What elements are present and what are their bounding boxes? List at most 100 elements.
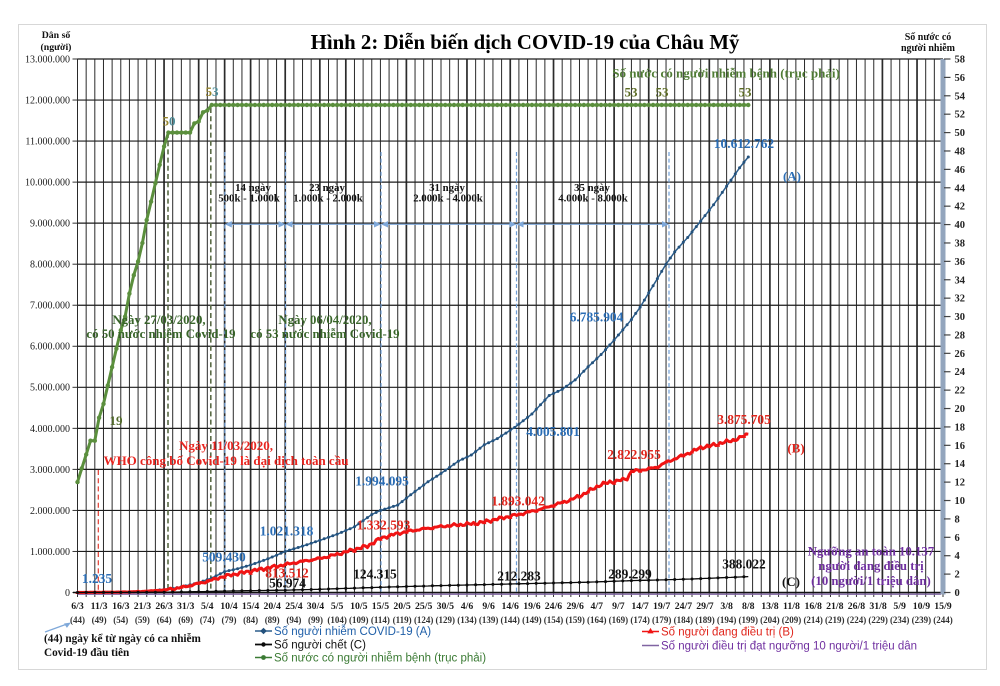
- svg-text:người nhiễm: người nhiễm: [901, 43, 956, 54]
- svg-text:16/3: 16/3: [112, 601, 130, 612]
- svg-text:(94): (94): [286, 615, 301, 625]
- svg-text:25/5: 25/5: [415, 601, 433, 612]
- svg-text:50: 50: [955, 128, 966, 139]
- svg-text:(239): (239): [912, 615, 932, 625]
- svg-text:20: 20: [955, 404, 966, 415]
- svg-text:32: 32: [955, 294, 966, 305]
- svg-text:(224): (224): [847, 615, 867, 625]
- svg-text:(10 người/1 triệu dân): (10 người/1 triệu dân): [811, 574, 931, 588]
- svg-text:(174): (174): [630, 615, 650, 625]
- svg-text:30/4: 30/4: [307, 601, 325, 612]
- svg-text:19: 19: [110, 413, 124, 428]
- svg-text:Ngưỡng an toàn 10.137: Ngưỡng an toàn 10.137: [808, 545, 935, 559]
- svg-text:9/6: 9/6: [482, 601, 495, 612]
- svg-text:(164): (164): [587, 615, 607, 625]
- svg-text:(44) ngày kể từ ngày có ca nhi: (44) ngày kể từ ngày có ca nhiễm: [44, 633, 201, 645]
- svg-text:Số nước có người nhiễm bệnh (t: Số nước có người nhiễm bệnh (trục phải): [274, 652, 486, 665]
- svg-text:9/7: 9/7: [612, 601, 625, 612]
- svg-text:26/3: 26/3: [155, 601, 173, 612]
- svg-text:5/9: 5/9: [893, 601, 906, 612]
- svg-text:5/5: 5/5: [331, 601, 344, 612]
- svg-text:(204): (204): [760, 615, 780, 625]
- svg-text:1.000k - 2.000k: 1.000k - 2.000k: [293, 193, 363, 205]
- svg-text:30: 30: [955, 312, 966, 323]
- svg-text:18: 18: [955, 422, 966, 433]
- svg-text:48: 48: [955, 146, 966, 157]
- svg-text:(người): (người): [41, 42, 72, 53]
- svg-text:24/6: 24/6: [545, 601, 563, 612]
- svg-text:44: 44: [955, 183, 966, 194]
- svg-text:10/4: 10/4: [220, 601, 238, 612]
- svg-text:6/3: 6/3: [71, 601, 84, 612]
- svg-text:21/8: 21/8: [826, 601, 844, 612]
- svg-text:(104): (104): [327, 615, 347, 625]
- svg-text:36: 36: [955, 257, 966, 268]
- svg-text:56.974: 56.974: [269, 576, 306, 591]
- svg-text:(59): (59): [135, 615, 150, 625]
- svg-text:38: 38: [955, 238, 966, 249]
- svg-text:Số người đang điều trị (B): Số người đang điều trị (B): [661, 627, 794, 639]
- svg-text:(69): (69): [178, 615, 193, 625]
- svg-text:16/8: 16/8: [804, 601, 822, 612]
- svg-text:(64): (64): [157, 615, 172, 625]
- svg-text:46: 46: [955, 165, 966, 176]
- svg-text:6: 6: [955, 533, 960, 544]
- svg-text:15/4: 15/4: [242, 601, 260, 612]
- svg-text:(139): (139): [479, 615, 499, 625]
- svg-text:(159): (159): [565, 615, 585, 625]
- svg-text:(144): (144): [500, 615, 520, 625]
- svg-text:8: 8: [955, 514, 960, 525]
- svg-text:10.612.762: 10.612.762: [714, 136, 775, 151]
- svg-text:813.512: 813.512: [265, 566, 309, 581]
- svg-text:(184): (184): [674, 615, 694, 625]
- svg-text:(119): (119): [393, 615, 412, 625]
- svg-text:4/6: 4/6: [461, 601, 474, 612]
- svg-text:(244): (244): [933, 615, 953, 625]
- svg-text:3/8: 3/8: [720, 601, 733, 612]
- svg-text:Số người điều trị đạt ngưỡng 1: Số người điều trị đạt ngưỡng 10 người/1 …: [661, 641, 917, 653]
- svg-text:0: 0: [955, 588, 960, 599]
- svg-text:16: 16: [955, 441, 966, 452]
- svg-text:Ngày 06/04/2020,: Ngày 06/04/2020,: [278, 313, 371, 327]
- svg-text:2.822.955: 2.822.955: [607, 447, 661, 462]
- svg-text:42: 42: [955, 202, 966, 213]
- svg-text:14/6: 14/6: [501, 601, 519, 612]
- svg-text:26/8: 26/8: [848, 601, 866, 612]
- svg-text:(84): (84): [243, 615, 258, 625]
- svg-text:14/7: 14/7: [631, 601, 649, 612]
- svg-text:4.005.801: 4.005.801: [526, 424, 580, 439]
- svg-text:35 ngày: 35 ngày: [574, 182, 610, 194]
- svg-text:31/8: 31/8: [869, 601, 887, 612]
- svg-text:(199): (199): [739, 615, 759, 625]
- svg-text:(109): (109): [349, 615, 369, 625]
- svg-text:(219): (219): [825, 615, 845, 625]
- svg-text:có 53 nước nhiễm Covid-19: có 53 nước nhiễm Covid-19: [250, 327, 399, 341]
- svg-text:(194): (194): [717, 615, 737, 625]
- svg-text:(74): (74): [200, 615, 215, 625]
- svg-text:34: 34: [955, 275, 966, 286]
- svg-text:388.022: 388.022: [722, 557, 766, 572]
- svg-text:23 ngày: 23 ngày: [309, 182, 345, 194]
- svg-text:4/7: 4/7: [591, 601, 604, 612]
- svg-text:30/5: 30/5: [437, 601, 455, 612]
- svg-text:58: 58: [955, 55, 966, 66]
- svg-text:1.000.000: 1.000.000: [30, 547, 70, 558]
- svg-text:Số người chết (C): Số người chết (C): [274, 640, 366, 652]
- svg-text:15/9: 15/9: [934, 601, 952, 612]
- svg-text:11.000.000: 11.000.000: [25, 136, 70, 147]
- svg-text:212.283: 212.283: [497, 569, 541, 584]
- svg-text:Ngày 11/03/2020,: Ngày 11/03/2020,: [179, 438, 273, 453]
- svg-text:50: 50: [163, 114, 176, 129]
- svg-text:0: 0: [65, 588, 70, 599]
- svg-text:124.315: 124.315: [353, 567, 397, 582]
- svg-text:(114): (114): [371, 615, 390, 625]
- svg-text:(134): (134): [457, 615, 477, 625]
- svg-text:22: 22: [955, 386, 966, 397]
- svg-text:24: 24: [955, 367, 966, 378]
- svg-text:11/3: 11/3: [91, 601, 108, 612]
- svg-text:2.000.000: 2.000.000: [30, 506, 70, 517]
- svg-text:1.893.042: 1.893.042: [491, 494, 545, 509]
- svg-text:500k - 1.000k: 500k - 1.000k: [218, 193, 280, 205]
- svg-text:3.875.705: 3.875.705: [717, 412, 771, 427]
- svg-text:11/8: 11/8: [783, 601, 800, 612]
